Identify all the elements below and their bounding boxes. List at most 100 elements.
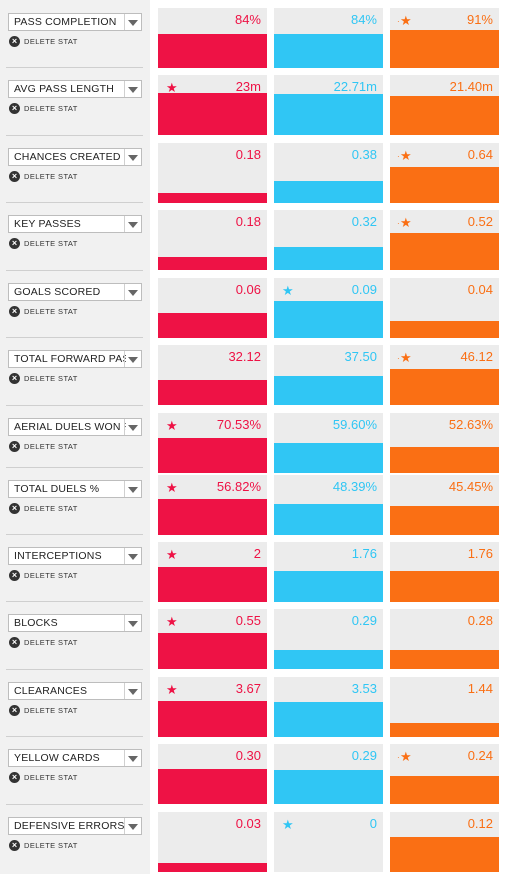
stat-select-label: TOTAL DUELS % <box>14 483 100 495</box>
player-2-stat-value: 0.32 <box>351 214 377 229</box>
close-circle-icon: × <box>9 441 20 452</box>
delete-stat-label: DELETE STAT <box>24 504 78 513</box>
player-2-stat-bar <box>274 702 383 737</box>
delete-stat-label: DELETE STAT <box>24 172 78 181</box>
chevron-down-icon[interactable] <box>124 683 141 699</box>
player-3-stat-cell: 0.04 <box>390 278 499 338</box>
best-value-star-icon: ★ <box>166 682 178 697</box>
player-2-stat-value: 0 <box>369 816 377 831</box>
player-1-stat-bar <box>158 438 267 473</box>
player-1-stat-bar <box>158 633 267 669</box>
stat-select[interactable]: CLEARANCES <box>8 682 142 700</box>
stat-select[interactable]: BLOCKS <box>8 614 142 632</box>
player-1-stat-cell: 0.03 <box>158 812 267 872</box>
player-1-stat-cell: 56.82% ★ <box>158 475 267 535</box>
player-3-stat-value: 0.52 <box>467 214 493 229</box>
chevron-down-icon[interactable] <box>124 615 141 631</box>
player-1-stat-cell: 23m ★ <box>158 75 267 135</box>
player-3-stat-bar <box>390 447 499 473</box>
best-value-star-icon: ★ <box>166 418 178 433</box>
dot-icon: · <box>397 753 400 762</box>
player-1-stat-bar <box>158 313 267 338</box>
stat-select[interactable]: TOTAL DUELS % <box>8 480 142 498</box>
player-3-stat-value: 0.28 <box>467 613 493 628</box>
chevron-down-icon[interactable] <box>124 818 141 834</box>
player-2-stat-bar <box>274 650 383 669</box>
player-1-stat-cell: 0.30 <box>158 744 267 804</box>
chevron-down-icon[interactable] <box>124 548 141 564</box>
stat-row: KEY PASSES × DELETE STAT 0.18 0.32 0.52 ★ · <box>0 202 518 270</box>
player-1-stat-value: 70.53% <box>216 417 261 432</box>
player-3-stat-bar <box>390 837 499 872</box>
player-2-stat-bar <box>274 34 383 68</box>
stat-row: PASS COMPLETION × DELETE STAT 84% 84% 91% ★ · <box>0 4 518 68</box>
player-1-stat-cell: 2 ★ <box>158 542 267 602</box>
player-1-stat-bar <box>158 567 267 602</box>
best-value-star-icon: ★ <box>400 13 412 28</box>
stat-select[interactable]: AERIAL DUELS WON % <box>8 418 142 436</box>
chevron-down-icon[interactable] <box>124 216 141 232</box>
stat-row: CHANCES CREATED × DELETE STAT 0.18 0.38 0.64 ★… <box>0 135 518 203</box>
player-1-stat-bar <box>158 769 267 804</box>
close-circle-icon: × <box>9 36 20 47</box>
best-value-star-icon: ★ <box>166 614 178 629</box>
player-2-stat-value: 22.71m <box>333 79 377 94</box>
chevron-down-icon[interactable] <box>124 481 141 497</box>
player-3-stat-value: 0.12 <box>467 816 493 831</box>
player-2-stat-value: 48.39% <box>332 479 377 494</box>
stat-select-label: AVG PASS LENGTH <box>14 83 115 95</box>
close-circle-icon: × <box>9 238 20 249</box>
player-2-stat-cell: 0.32 <box>274 210 383 270</box>
best-value-star-icon: ★ <box>400 148 412 163</box>
stat-select[interactable]: GOALS SCORED <box>8 283 142 301</box>
player-1-stat-cell: 84% <box>158 8 267 68</box>
player-1-stat-value: 0.18 <box>235 214 261 229</box>
player-1-stat-value: 0.30 <box>235 748 261 763</box>
player-2-stat-cell: 1.76 <box>274 542 383 602</box>
player-3-stat-bar <box>390 650 499 669</box>
stat-select[interactable]: YELLOW CARDS <box>8 749 142 767</box>
delete-stat-label: DELETE STAT <box>24 773 78 782</box>
close-circle-icon: × <box>9 171 20 182</box>
chevron-down-icon[interactable] <box>124 149 141 165</box>
dot-icon: · <box>397 354 400 363</box>
chevron-down-icon[interactable] <box>124 351 141 367</box>
player-2-stat-value: 1.76 <box>351 546 377 561</box>
player-3-stat-bar <box>390 506 499 535</box>
delete-stat-label: DELETE STAT <box>24 442 78 451</box>
player-3-stat-cell: 1.44 <box>390 677 499 737</box>
stat-select[interactable]: AVG PASS LENGTH <box>8 80 142 98</box>
delete-stat-label: DELETE STAT <box>24 104 78 113</box>
stat-select[interactable]: INTERCEPTIONS <box>8 547 142 565</box>
stat-select[interactable]: PASS COMPLETION <box>8 13 142 31</box>
stat-row: DEFENSIVE ERRORS × DELETE STAT 0.03 0 ★ 0.12 <box>0 804 518 872</box>
player-1-stat-cell: 3.67 ★ <box>158 677 267 737</box>
player-3-stat-bar <box>390 321 499 338</box>
stat-select[interactable]: TOTAL FORWARD PASSES <box>8 350 142 368</box>
chevron-down-icon[interactable] <box>124 81 141 97</box>
row-divider <box>6 467 143 468</box>
stat-select-label: TOTAL FORWARD PASSES <box>14 353 126 365</box>
stat-select[interactable]: DEFENSIVE ERRORS <box>8 817 142 835</box>
stat-select-label: BLOCKS <box>14 617 58 629</box>
player-1-stat-bar <box>158 257 267 270</box>
chevron-down-icon[interactable] <box>124 284 141 300</box>
stat-select-label: PASS COMPLETION <box>14 16 117 28</box>
best-value-star-icon: ★ <box>166 480 178 495</box>
stat-select[interactable]: CHANCES CREATED <box>8 148 142 166</box>
row-divider <box>6 804 143 805</box>
dot-icon: · <box>397 17 400 26</box>
player-1-stat-value: 84% <box>234 12 261 27</box>
chevron-down-icon[interactable] <box>124 419 141 435</box>
chevron-down-icon[interactable] <box>124 14 141 30</box>
player-1-stat-value: 0.03 <box>235 816 261 831</box>
chevron-down-icon[interactable] <box>124 750 141 766</box>
player-3-stat-value: 0.04 <box>467 282 493 297</box>
close-circle-icon: × <box>9 103 20 114</box>
player-2-stat-cell: 0.09 ★ <box>274 278 383 338</box>
player-1-stat-value: 0.18 <box>235 147 261 162</box>
player-2-stat-bar <box>274 504 383 535</box>
player-2-stat-cell: 22.71m <box>274 75 383 135</box>
stat-select[interactable]: KEY PASSES <box>8 215 142 233</box>
stat-select-label: GOALS SCORED <box>14 286 101 298</box>
